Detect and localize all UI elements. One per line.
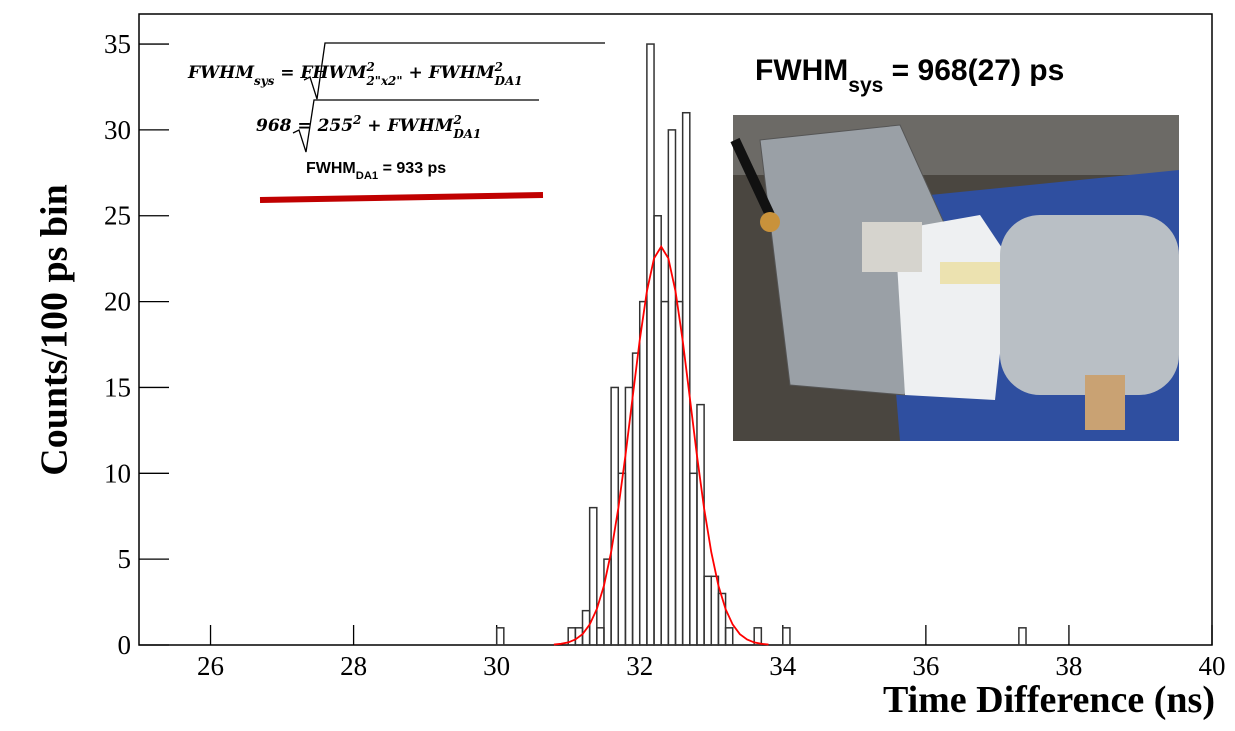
- bar: [753, 627, 763, 646]
- formula-part: FWHM: [187, 63, 255, 83]
- bar: [710, 575, 720, 646]
- x-tick-label: 34: [769, 651, 797, 681]
- x-tick-label: 40: [1199, 651, 1226, 681]
- bar: [681, 111, 691, 646]
- bar: [660, 300, 670, 646]
- underline: [259, 192, 544, 203]
- formula-part: 2: [494, 60, 503, 74]
- y-tick-label: 20: [104, 287, 131, 317]
- y-tick-label: 30: [104, 115, 131, 145]
- y-tick-label: 10: [104, 458, 131, 488]
- annotation: FWHMDA1 = 933 ps: [306, 160, 446, 182]
- formula-part: DA1: [452, 127, 481, 141]
- formula-part: 255: [317, 116, 354, 136]
- bar: [1018, 627, 1027, 646]
- y-tick-label: 5: [118, 544, 132, 574]
- bar: [782, 627, 791, 646]
- annotation-part: FWHM: [306, 160, 356, 177]
- x-tick-label: 28: [340, 651, 367, 681]
- y-tick-label: 25: [104, 201, 131, 231]
- chart-title: FWHMsys = 968(27) ps: [755, 54, 1064, 97]
- formula-part: 2: [452, 113, 461, 127]
- sqrt-sign: [303, 42, 605, 100]
- formula-part: 968 =: [256, 116, 318, 136]
- formula-part: FHWM: [299, 63, 367, 83]
- formula: 968 = 2552 + FWHM2 DA1: [256, 113, 481, 141]
- chart-title-part: FWHM: [755, 54, 848, 87]
- formula-part: =: [274, 63, 300, 83]
- bar: [631, 352, 641, 646]
- annotation-part: DA1: [356, 170, 378, 182]
- x-tick-label: 26: [197, 651, 224, 681]
- bar: [596, 627, 605, 646]
- photo: [730, 115, 1179, 441]
- bar: [696, 403, 705, 646]
- bar: [581, 609, 591, 646]
- bar: [724, 627, 734, 646]
- bar: [689, 472, 698, 646]
- formula: FWHMsys = FHWM2 2"x2" + FWHM2 DA1: [187, 60, 522, 88]
- formula-part: + FWHM: [361, 116, 454, 136]
- formula-part: 2: [366, 60, 375, 74]
- x-axis-label: Time Difference (ns): [883, 679, 1215, 721]
- x-tick-label: 36: [912, 651, 939, 681]
- fit-curve: [553, 244, 769, 646]
- formula-part: 2"x2": [366, 74, 403, 88]
- x-tick-label: 38: [1055, 651, 1082, 681]
- y-axis-label: Counts/100 ps bin: [34, 184, 76, 475]
- y-tick-label: 35: [104, 29, 131, 59]
- bar: [703, 575, 713, 646]
- formula-part: DA1: [494, 74, 523, 88]
- formula-part: 2: [352, 113, 361, 127]
- chart-title-part: sys: [848, 74, 883, 97]
- bar: [646, 43, 655, 646]
- y-tick-label: 15: [104, 372, 131, 402]
- chart-title-part: = 968(27) ps: [883, 54, 1064, 87]
- annotation-part: = 933 ps: [378, 160, 446, 177]
- bar: [717, 592, 727, 646]
- y-tick-label: 0: [118, 630, 132, 660]
- sqrt-sign: [292, 99, 539, 153]
- x-tick-label: 30: [483, 651, 510, 681]
- bar: [638, 300, 648, 646]
- bar: [495, 627, 505, 646]
- x-tick-label: 32: [626, 651, 653, 681]
- bar: [674, 300, 684, 646]
- bar: [667, 129, 677, 646]
- bar: [588, 506, 598, 646]
- bar: [653, 214, 662, 646]
- formula-part: sys: [254, 74, 275, 88]
- formula-part: + FWHM: [403, 63, 496, 83]
